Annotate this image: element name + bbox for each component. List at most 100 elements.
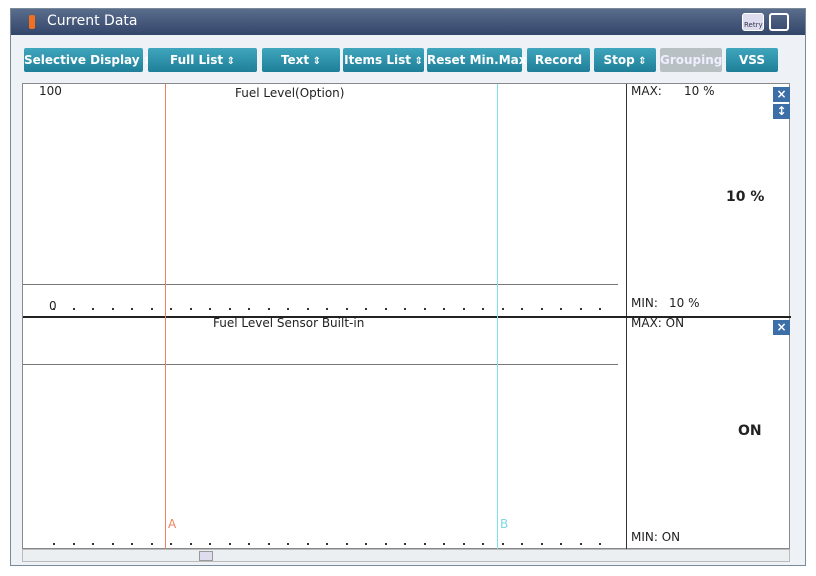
tick-dot	[306, 308, 309, 310]
toolbar-button[interactable]: Full List ⇕	[148, 48, 257, 72]
cursor-label: B	[500, 517, 509, 531]
tick-dot	[170, 543, 172, 545]
axis-max: 100	[39, 84, 62, 98]
tick-dot	[209, 308, 211, 310]
tick-dot	[150, 308, 153, 310]
min-value: MIN: ON	[631, 530, 681, 544]
tick-dot	[423, 543, 426, 545]
toolbar-button[interactable]: Items List ⇕	[343, 48, 424, 72]
tick-dot	[228, 543, 231, 545]
button-label: Full List	[169, 53, 224, 67]
dropdown-arrow: ⇕	[139, 56, 152, 67]
tick-dot	[462, 308, 465, 310]
tick-dot	[579, 543, 582, 545]
tick-dot	[443, 543, 445, 545]
tick-dot	[384, 543, 387, 545]
min-value: 10 %	[669, 296, 700, 310]
tick-dot	[72, 308, 75, 310]
retry-button[interactable]: Retry	[742, 13, 764, 31]
tick-dot	[521, 543, 523, 545]
tick-dot	[404, 543, 406, 545]
tick-dot	[384, 308, 387, 310]
tick-dot	[501, 308, 504, 310]
tick-dot	[228, 308, 231, 310]
tick-dot	[560, 308, 562, 310]
toolbar-button[interactable]: Record	[527, 48, 590, 72]
tick-dot	[482, 308, 484, 310]
button-label: Text	[280, 53, 310, 67]
graph-area: A B 100 0 Fuel Level(Option) Fuel Level …	[22, 83, 791, 550]
tick-dot	[560, 543, 562, 545]
retry-label: Retry	[744, 21, 763, 29]
tick-dot	[501, 543, 504, 545]
window-title: Current Data	[47, 13, 138, 29]
tick-dot	[111, 308, 114, 310]
tick-dot	[287, 543, 289, 545]
close-button[interactable]: ×	[773, 87, 790, 102]
tick-dot	[326, 543, 328, 545]
max-label: MAX:	[631, 84, 662, 98]
cursor-b[interactable]	[497, 84, 498, 550]
tick-dot	[326, 308, 328, 310]
graph-title: Fuel Level(Option)	[235, 86, 345, 100]
tick-dot	[170, 308, 172, 310]
tick-dot	[521, 308, 523, 310]
dropdown-arrow: ⇕	[309, 56, 322, 67]
tick-dot	[72, 543, 75, 545]
close-button[interactable]: ×	[773, 320, 790, 335]
max-value: 10 %	[684, 84, 715, 98]
tick-dot	[111, 543, 114, 545]
toolbar-button[interactable]: Text ⇕	[262, 48, 340, 72]
dropdown-arrow: ⇕	[223, 56, 236, 67]
toolbar-button: Grouping	[660, 48, 722, 72]
toolbar-button[interactable]: Selective Display ⇕	[24, 48, 151, 72]
minimize-button[interactable]	[769, 13, 789, 31]
tick-dot	[365, 543, 367, 545]
button-label: Selective Display	[24, 53, 140, 67]
tick-dot	[150, 543, 153, 545]
toolbar-button[interactable]: VSS	[726, 48, 778, 72]
trace	[23, 284, 618, 285]
button-label: Reset Min.Max	[427, 53, 527, 67]
tick-dot	[189, 308, 192, 310]
tick-dot	[287, 308, 289, 310]
tick-dot	[306, 543, 309, 545]
tick-dot	[540, 543, 543, 545]
current-value: 10 %	[726, 189, 765, 205]
tick-dot	[599, 308, 601, 310]
tick-dot	[599, 543, 601, 545]
scroll-thumb[interactable]	[199, 551, 213, 561]
toolbar-button[interactable]: Reset Min.Max	[427, 48, 527, 72]
tick-dot	[423, 308, 426, 310]
min-label: MIN:	[631, 296, 658, 310]
scrollbar[interactable]	[22, 549, 790, 562]
tick-dot	[92, 308, 94, 310]
title-icon	[29, 15, 35, 29]
button-label: Grouping	[660, 53, 723, 67]
tick-dot	[365, 308, 367, 310]
button-label: Items List	[344, 53, 411, 67]
button-label: Stop	[603, 53, 635, 67]
tick-dot	[131, 543, 133, 545]
tick-dot	[189, 543, 192, 545]
graph-title: Fuel Level Sensor Built-in	[213, 316, 365, 330]
cursor-label: A	[168, 517, 177, 531]
tick-dot	[267, 308, 270, 310]
tick-dot	[209, 543, 211, 545]
tick-dot	[53, 543, 55, 545]
tick-dot	[248, 543, 250, 545]
tick-dot	[462, 543, 465, 545]
dropdown-arrow: ⇕	[410, 56, 423, 67]
cursor-a[interactable]	[165, 84, 166, 550]
panel-separator	[23, 316, 791, 318]
tick-dot	[443, 308, 445, 310]
toolbar-button[interactable]: Stop ⇕	[594, 48, 656, 72]
trace	[23, 364, 618, 365]
tick-dot	[248, 308, 250, 310]
tick-dot	[53, 308, 55, 310]
tick-dot	[345, 308, 348, 310]
axis-min: 0	[49, 299, 57, 313]
tick-dot	[92, 543, 94, 545]
expand-button[interactable]: ↕	[773, 104, 790, 119]
